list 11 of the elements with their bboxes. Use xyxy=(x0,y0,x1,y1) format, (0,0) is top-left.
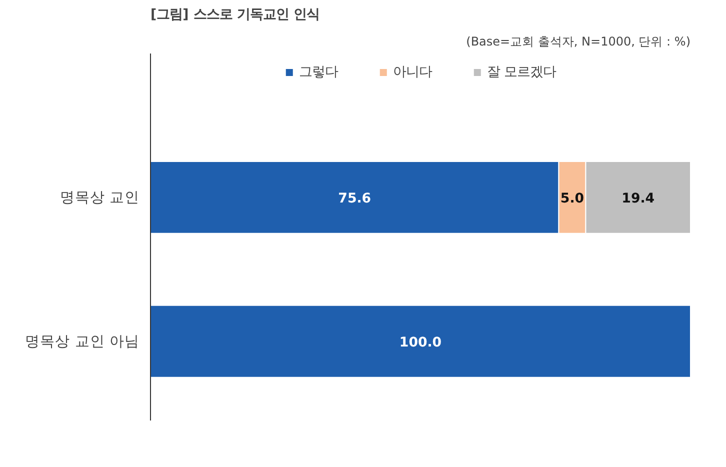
legend-label: 잘 모르겠다 xyxy=(486,64,556,81)
legend-label: 그렇다 xyxy=(298,64,338,81)
y-tick-label: 명목상 교인 xyxy=(60,188,140,206)
data-label: 19.4 xyxy=(622,191,655,206)
legend-label: 아니다 xyxy=(392,64,432,81)
data-label: 5.0 xyxy=(560,191,584,206)
text: (Base=교회 출석자, N=1000, 단위 : %) xyxy=(466,34,691,48)
data-label: 75.6 xyxy=(338,191,372,206)
chart-title: [그림] 스스로 기독교인 인식 xyxy=(150,8,320,22)
data-label: 100.0 xyxy=(399,335,442,350)
y-tick-label: 명목상 교인 아님 xyxy=(25,332,140,350)
